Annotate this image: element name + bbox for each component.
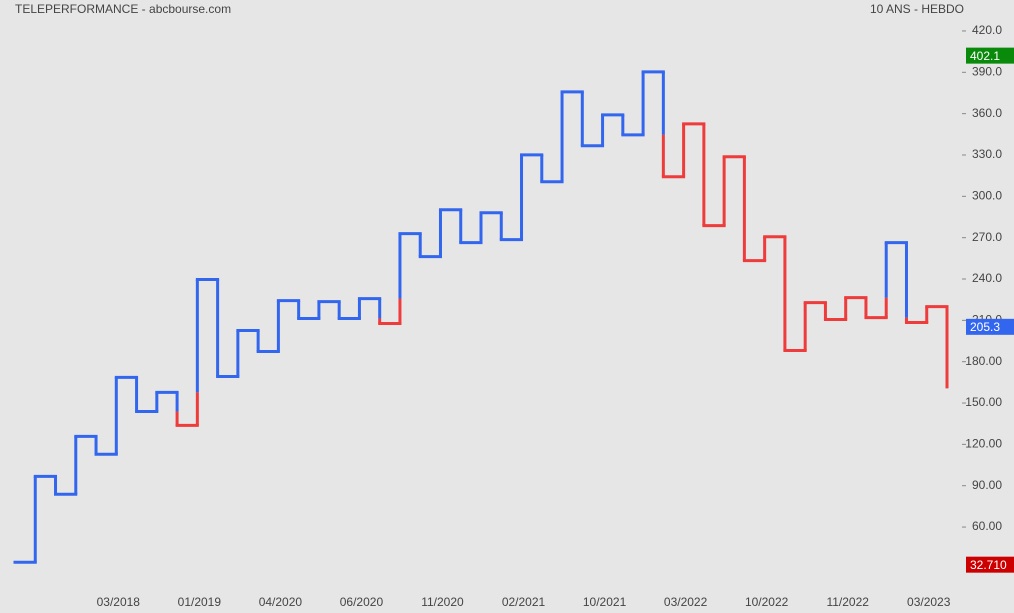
y-tick-label: 180.00 [965,354,1002,368]
price-label: 205.3 [966,318,1014,335]
y-tick-label: 420.0 [972,23,1002,37]
x-tick-label: 03/2018 [97,595,141,609]
x-tick-label: 02/2021 [502,595,546,609]
y-tick-label: 390.0 [972,64,1002,78]
y-tick-label: 240.0 [972,271,1002,285]
price-label-box [966,47,1014,64]
y-tick-label: 330.0 [972,147,1002,161]
price-label-text: 402.1 [970,49,1000,63]
x-tick-label: 10/2021 [583,595,627,609]
y-tick-label: 120.00 [965,437,1002,451]
y-tick-label: 60.00 [972,519,1002,533]
x-tick-label: 11/2020 [421,595,464,609]
price-label-text: 205.3 [970,320,1000,334]
chart-title: TELEPERFORMANCE - abcbourse.com [15,2,231,16]
price-label-box [966,318,1014,335]
chart-subtitle: 10 ANS - HEBDO [870,2,964,16]
x-tick-label: 01/2019 [178,595,222,609]
price-label-box [966,556,1014,573]
y-tick-label: 150.00 [965,395,1002,409]
price-label: 402.1 [966,47,1014,64]
y-tick-label: 360.0 [972,106,1002,120]
x-tick-label: 03/2022 [664,595,708,609]
y-tick-label: 300.0 [972,188,1002,202]
y-tick-label: 270.0 [972,230,1002,244]
price-label-text: 32.710 [970,558,1007,572]
x-tick-label: 11/2022 [826,595,869,609]
price-label: 32.710 [966,556,1014,573]
x-tick-label: 03/2023 [907,595,951,609]
x-tick-label: 04/2020 [259,595,303,609]
x-tick-label: 10/2022 [745,595,789,609]
y-tick-label: 90.00 [972,478,1002,492]
x-tick-label: 06/2020 [340,595,384,609]
